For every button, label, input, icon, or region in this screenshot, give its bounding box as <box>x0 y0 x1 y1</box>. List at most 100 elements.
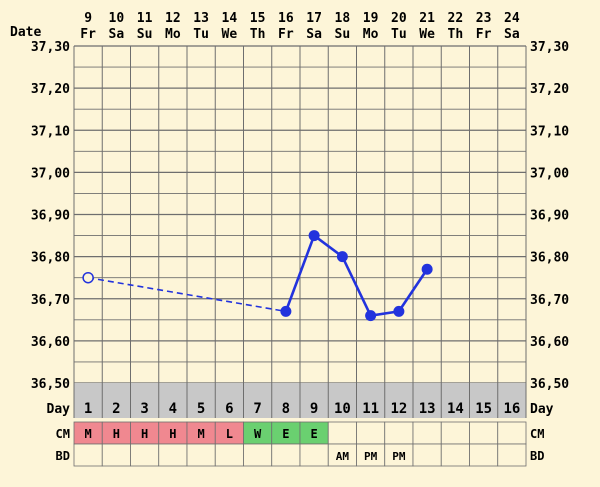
y-tick-label-right: 36,70 <box>530 293 569 308</box>
y-tick-label-right: 37,20 <box>530 82 569 97</box>
temperature-point <box>365 310 377 322</box>
cm-value: W <box>254 427 262 441</box>
date-number: 16 <box>278 11 294 26</box>
temperature-point <box>393 305 405 317</box>
cm-value: M <box>198 427 205 441</box>
cm-row-label: CM <box>56 427 70 441</box>
date-weekday: Sa <box>504 27 520 42</box>
date-weekday: We <box>222 27 238 42</box>
day-number: 9 <box>310 401 318 417</box>
temperature-segment <box>313 234 344 258</box>
cm-cell <box>412 421 442 445</box>
date-weekday: Th <box>448 27 464 42</box>
bd-value: PM <box>364 450 378 463</box>
date-weekday: Tu <box>193 27 209 42</box>
date-number: 22 <box>448 11 464 26</box>
day-row-label-right: Day <box>530 402 554 417</box>
cm-value: M <box>85 427 92 441</box>
y-tick-label-right: 37,30 <box>530 40 569 55</box>
date-weekday: Sa <box>306 27 322 42</box>
date-weekday: Sa <box>109 27 125 42</box>
cm-value: H <box>169 427 176 441</box>
date-number: 15 <box>250 11 266 26</box>
cm-value: H <box>141 427 148 441</box>
bd-row-label-right: BD <box>530 449 544 463</box>
day-number: 11 <box>362 401 379 417</box>
y-tick-label-left: 36,80 <box>31 251 70 266</box>
date-number: 10 <box>109 11 125 26</box>
temperature-segment <box>284 235 316 312</box>
day-number: 4 <box>169 401 177 417</box>
date-weekday: Fr <box>476 27 492 42</box>
date-weekday: Th <box>250 27 266 42</box>
y-tick-label-left: 36,50 <box>31 377 70 392</box>
bd-cell <box>130 443 160 467</box>
bd-cell <box>299 443 329 467</box>
bd-value: PM <box>392 450 406 463</box>
temperature-point <box>421 263 433 275</box>
bd-cell <box>469 443 499 467</box>
cm-cell <box>440 421 470 445</box>
bd-cell <box>497 443 527 467</box>
bd-value: AM <box>336 450 350 463</box>
temperature-series <box>82 230 433 322</box>
date-number: 11 <box>137 11 153 26</box>
cm-row-label-right: CM <box>530 427 544 441</box>
date-header-label: Date <box>10 25 41 40</box>
y-tick-label-right: 36,90 <box>530 209 569 224</box>
y-tick-label-right: 36,50 <box>530 377 569 392</box>
date-weekday: Fr <box>278 27 294 42</box>
grid <box>73 45 527 384</box>
day-number: 15 <box>475 401 492 417</box>
y-tick-label-right: 36,80 <box>530 251 569 266</box>
bd-cell <box>214 443 244 467</box>
labels: 37,30 37,30 37,20 37,20 37,10 37,10 37,00 37,00… <box>10 11 569 463</box>
day-number: 1 <box>84 401 92 417</box>
cm-value: E <box>311 427 318 441</box>
day-row-label: Day <box>47 402 71 417</box>
day-number: 14 <box>447 401 464 417</box>
temperature-point <box>336 251 348 263</box>
date-number: 21 <box>419 11 435 26</box>
y-tick-label-left: 37,00 <box>31 166 70 181</box>
date-number: 24 <box>504 11 520 26</box>
date-number: 17 <box>306 11 322 26</box>
date-number: 20 <box>391 11 407 26</box>
cm-cell <box>497 421 527 445</box>
day-number: 8 <box>282 401 290 417</box>
cm-cell <box>469 421 499 445</box>
bd-cell <box>73 443 103 467</box>
y-tick-label-left: 36,70 <box>31 293 70 308</box>
y-tick-label-left: 36,60 <box>31 335 70 350</box>
cm-value: H <box>113 427 120 441</box>
day-number: 12 <box>390 401 407 417</box>
day-number: 16 <box>503 401 520 417</box>
date-weekday: Mo <box>165 27 181 42</box>
day-number: 5 <box>197 401 205 417</box>
temperature-point-open <box>82 271 94 284</box>
cm-value: E <box>282 427 289 441</box>
y-tick-label-left: 37,20 <box>31 82 70 97</box>
date-number: 18 <box>335 11 351 26</box>
cm-cell <box>327 421 357 445</box>
date-weekday: Su <box>137 27 153 42</box>
date-weekday: Mo <box>363 27 379 42</box>
day-number: 7 <box>253 401 261 417</box>
y-tick-label-right: 37,00 <box>530 166 569 181</box>
y-tick-label-right: 37,10 <box>530 124 569 139</box>
date-number: 12 <box>165 11 181 26</box>
bd-cell <box>101 443 131 467</box>
temperature-point <box>280 305 292 317</box>
date-number: 19 <box>363 11 379 26</box>
date-weekday: Su <box>335 27 351 42</box>
temperature-point <box>308 230 320 242</box>
day-number: 3 <box>140 401 148 417</box>
bd-cell <box>412 443 442 467</box>
temperature-segment <box>341 256 372 317</box>
y-tick-label-left: 36,90 <box>31 209 70 224</box>
bd-row-label: BD <box>56 449 70 463</box>
date-number: 13 <box>193 11 209 26</box>
day-number: 6 <box>225 401 233 417</box>
bd-cell <box>243 443 273 467</box>
